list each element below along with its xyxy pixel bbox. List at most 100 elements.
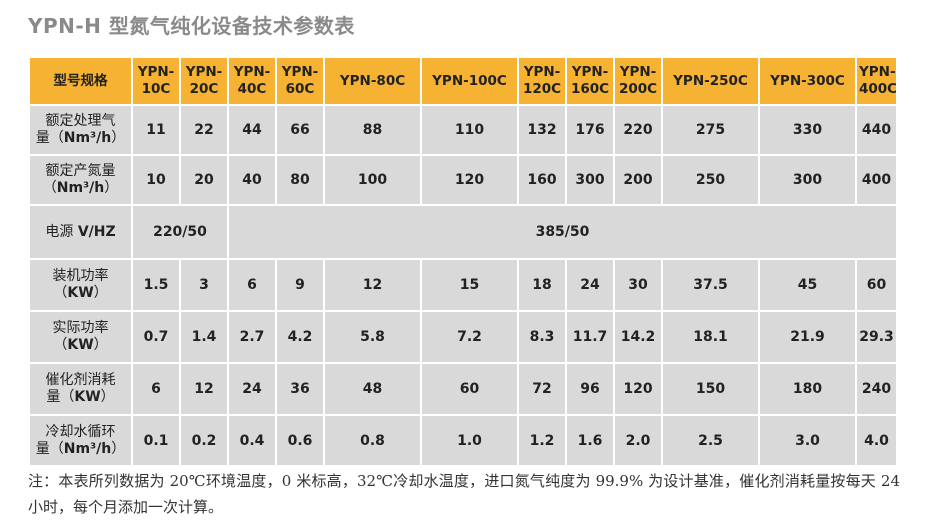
table-cell: 2.5 (661, 414, 760, 467)
table-cell: 4.2 (275, 310, 325, 364)
table-cell: 18 (517, 258, 567, 312)
table-cell: 110 (420, 104, 519, 156)
row-label: 冷却水循环 量（Nm³/h） (28, 414, 133, 467)
header-model: YPN-80C (323, 56, 422, 106)
table-cell: 1.4 (179, 310, 229, 364)
row-label: 额定产氮量 （Nm³/h） (28, 154, 133, 206)
row-label: 电源 V/HZ (28, 204, 133, 260)
table-cell: 72 (517, 362, 567, 416)
table-cell: 400 (855, 154, 898, 206)
table-cell: 120 (613, 362, 663, 416)
table-cell: 22 (179, 104, 229, 156)
table-cell: 1.5 (131, 258, 181, 312)
table-cell: 45 (758, 258, 857, 312)
table-cell: 2.0 (613, 414, 663, 467)
table-cell: 330 (758, 104, 857, 156)
header-model: YPN- 120C (517, 56, 567, 106)
table-cell: 2.7 (227, 310, 277, 364)
table-cell: 0.1 (131, 414, 181, 467)
header-row: 型号规格 YPN- 10C YPN- 20C YPN- 40C YPN- 60C YPN-80C… (28, 56, 898, 106)
table-cell: 176 (565, 104, 615, 156)
row-cooling-water: 冷却水循环 量（Nm³/h） 0.1 0.2 0.4 0.6 0.8 1.0 1.2 1.6 2… (28, 414, 898, 467)
table-note: 注：本表所列数据为 20℃环境温度，0 米标高，32℃冷却水温度，进口氮气纯度为… (28, 472, 900, 516)
table-cell: 150 (661, 362, 760, 416)
header-model: YPN- 10C (131, 56, 181, 106)
row-actual-power: 实际功率 （KW） 0.7 1.4 2.7 4.2 5.8 7.2 8.3 11.7 14.2 1… (28, 310, 898, 364)
header-model: YPN- 400C (855, 56, 898, 106)
table-cell: 0.2 (179, 414, 229, 467)
table-cell: 160 (517, 154, 567, 206)
table-cell: 6 (227, 258, 277, 312)
table-cell: 88 (323, 104, 422, 156)
table-cell: 20 (179, 154, 229, 206)
row-label: 催化剂消耗 量（KW） (28, 362, 133, 416)
row-catalyst: 催化剂消耗 量（KW） 6 12 24 36 48 60 72 96 120 150 180 240 (28, 362, 898, 416)
table-cell: 24 (227, 362, 277, 416)
table-cell: 132 (517, 104, 567, 156)
header-model: YPN-100C (420, 56, 519, 106)
table-cell: 36 (275, 362, 325, 416)
table-cell: 29.3 (855, 310, 898, 364)
table-cell: 1.2 (517, 414, 567, 467)
table-cell: 6 (131, 362, 181, 416)
header-model: YPN- 40C (227, 56, 277, 106)
table-cell: 10 (131, 154, 181, 206)
table-cell: 14.2 (613, 310, 663, 364)
table-cell: 5.8 (323, 310, 422, 364)
header-model: YPN- 60C (275, 56, 325, 106)
row-label: 装机功率 （KW） (28, 258, 133, 312)
row-rated-gas: 额定处理气 量（Nm³/h） 11 22 44 66 88 110 132 176 220 275… (28, 104, 898, 156)
table-cell: 15 (420, 258, 519, 312)
table-cell: 30 (613, 258, 663, 312)
header-model: YPN- 200C (613, 56, 663, 106)
table-cell: 9 (275, 258, 325, 312)
table-cell: 12 (323, 258, 422, 312)
table-cell: 48 (323, 362, 422, 416)
table-cell: 0.6 (275, 414, 325, 467)
table-cell: 440 (855, 104, 898, 156)
page-title: YPN-H 型氮气纯化设备技术参数表 (28, 14, 355, 38)
table-cell: 24 (565, 258, 615, 312)
table-cell: 4.0 (855, 414, 898, 467)
table-cell: 200 (613, 154, 663, 206)
table-cell: 60 (855, 258, 898, 312)
table-cell: 11 (131, 104, 181, 156)
header-label: 型号规格 (28, 56, 133, 106)
table-cell: 66 (275, 104, 325, 156)
row-rated-nitrogen: 额定产氮量 （Nm³/h） 10 20 40 80 100 120 160 300 200 250… (28, 154, 898, 206)
header-model: YPN-250C (661, 56, 760, 106)
table-cell: 80 (275, 154, 325, 206)
row-power-supply: 电源 V/HZ 220/50 385/50 (28, 204, 898, 260)
table-cell: 8.3 (517, 310, 567, 364)
table-cell: 220 (613, 104, 663, 156)
table-cell: 1.6 (565, 414, 615, 467)
table-cell: 0.8 (323, 414, 422, 467)
table-cell: 0.7 (131, 310, 181, 364)
table-cell: 250 (661, 154, 760, 206)
table-cell: 120 (420, 154, 519, 206)
power-supply-large: 385/50 (227, 204, 898, 260)
table-cell: 100 (323, 154, 422, 206)
header-model: YPN- 160C (565, 56, 615, 106)
table-cell: 3.0 (758, 414, 857, 467)
power-supply-small: 220/50 (131, 204, 229, 260)
table-cell: 40 (227, 154, 277, 206)
table-cell: 240 (855, 362, 898, 416)
table-cell: 7.2 (420, 310, 519, 364)
table-cell: 1.0 (420, 414, 519, 467)
table-cell: 21.9 (758, 310, 857, 364)
table-cell: 96 (565, 362, 615, 416)
table-cell: 180 (758, 362, 857, 416)
spec-table: 型号规格 YPN- 10C YPN- 20C YPN- 40C YPN- 60C YPN-80C… (28, 56, 898, 467)
header-model: YPN-300C (758, 56, 857, 106)
row-label: 额定处理气 量（Nm³/h） (28, 104, 133, 156)
table-cell: 275 (661, 104, 760, 156)
table-cell: 3 (179, 258, 229, 312)
table-cell: 18.1 (661, 310, 760, 364)
table-cell: 44 (227, 104, 277, 156)
table-cell: 300 (758, 154, 857, 206)
table-cell: 60 (420, 362, 519, 416)
table-cell: 12 (179, 362, 229, 416)
row-label: 实际功率 （KW） (28, 310, 133, 364)
table-cell: 11.7 (565, 310, 615, 364)
